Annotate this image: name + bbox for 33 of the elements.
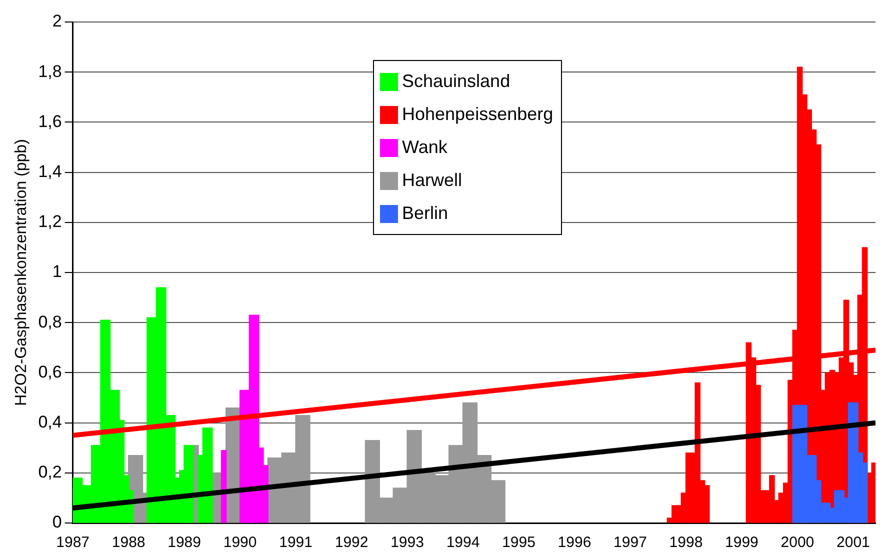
x-tick-label: 1989 — [168, 534, 201, 552]
y-tick-label: 0,8 — [38, 312, 62, 332]
y-tick-label: 1,6 — [38, 112, 62, 131]
y-tick-label: 0,6 — [38, 362, 62, 382]
y-tick-label: 0,4 — [38, 412, 62, 432]
x-tick-label: 2000 — [780, 534, 814, 552]
legend-label: Harwell — [402, 170, 462, 191]
y-tick-label: 0 — [52, 512, 62, 532]
bar — [206, 427, 213, 523]
x-tick-label: 1998 — [669, 534, 703, 552]
x-tick-label: 1996 — [558, 534, 592, 552]
x-tick-label: 1992 — [334, 534, 368, 552]
y-tick-label: 1,4 — [38, 162, 62, 181]
x-tick-label: 1997 — [614, 534, 647, 552]
y-tick-label: 1,8 — [38, 62, 62, 81]
x-tick-label: 1999 — [725, 534, 758, 552]
legend-label: Berlin — [402, 203, 448, 224]
x-tick-label: 1991 — [279, 534, 312, 552]
x-tick-label: 1987 — [56, 534, 90, 552]
legend-label: Wank — [402, 137, 448, 158]
x-tick-label: 2001 — [836, 534, 870, 552]
y-tick-label: 2 — [52, 12, 62, 31]
legend-label: Hohenpeissenberg — [402, 104, 554, 125]
y-axis-title: H2O2-Gasphasenkonzentration (ppb) — [13, 139, 30, 406]
x-tick-label: 1993 — [390, 534, 424, 552]
x-tick-label: 1995 — [502, 534, 536, 552]
x-tick-label: 1994 — [446, 534, 480, 552]
x-tick-label: 1988 — [112, 534, 146, 552]
y-tick-label: 1,2 — [38, 212, 62, 232]
y-tick-label: 1 — [52, 262, 62, 282]
y-tick-label: 0,2 — [38, 462, 62, 482]
x-tick-label: 1990 — [223, 534, 257, 552]
legend-label: Schauinsland — [402, 71, 510, 92]
